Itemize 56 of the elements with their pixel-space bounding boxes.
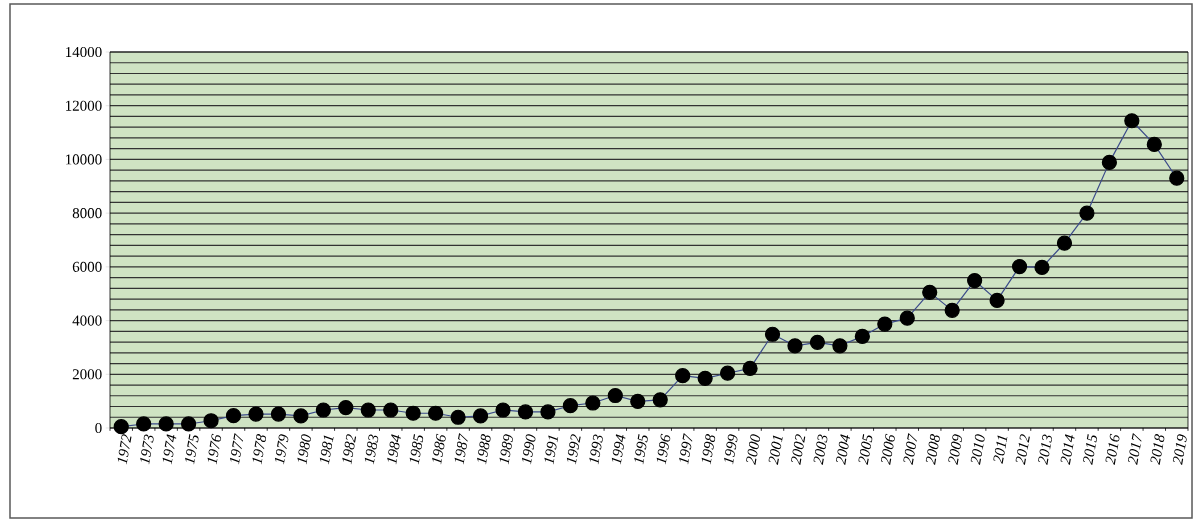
x-tick-label: 1980: [297, 434, 311, 465]
x-tick-label: 2013: [1038, 434, 1052, 465]
x-tick-label: 2002: [791, 434, 806, 465]
x-tick-label: 2014: [1060, 434, 1075, 465]
x-tick-label: 1978: [252, 434, 267, 465]
x-tick-label: 1989: [499, 434, 513, 465]
x-tick-label: 2015: [1083, 434, 1097, 465]
x-tick-label: 2005: [858, 434, 873, 465]
y-tick-label: 14000: [66, 46, 102, 58]
x-tick-label: 1985: [409, 434, 424, 465]
x-tick-label: 1976: [207, 433, 222, 465]
x-tick-label: 2003: [813, 434, 828, 465]
x-tick-label: 2010: [970, 434, 985, 465]
y-tick-label: 12000: [66, 100, 102, 111]
x-tick-label: 2007: [903, 433, 917, 465]
x-tick-label: 2008: [925, 434, 940, 465]
x-tick-label: 1988: [477, 434, 491, 465]
x-tick-label: 1984: [387, 434, 401, 465]
x-tick-label: 1991: [544, 435, 559, 465]
x-tick-label: 2019: [1172, 434, 1187, 465]
x-tick-label: 1981: [319, 435, 334, 465]
x-tick-label: 1974: [162, 434, 177, 465]
x-tick-label: 1998: [701, 434, 716, 465]
x-tick-label: 1986: [432, 433, 446, 465]
x-tick-label: 2012: [1015, 434, 1030, 465]
x-tick-label: 2004: [836, 434, 851, 465]
y-tick-label: 4000: [72, 315, 102, 326]
x-tick-label: 2018: [1150, 434, 1165, 465]
x-tick-label: 2009: [948, 434, 963, 465]
x-tick-label: 2000: [746, 434, 761, 465]
x-tick-label: 1975: [185, 434, 199, 465]
x-tick-label: 2011: [993, 435, 1008, 464]
y-tick-label: 8000: [72, 208, 102, 219]
x-tick-label: 1979: [274, 434, 289, 465]
x-tick-label: 1994: [611, 434, 626, 465]
x-tick-label: 1982: [342, 434, 357, 465]
x-tick-label: 2006: [881, 433, 895, 465]
x-tick-label: 1972: [117, 434, 132, 465]
y-tick-label: 10000: [66, 154, 102, 165]
x-tick-label: 1977: [229, 433, 244, 465]
x-tick-label: 1973: [140, 434, 154, 465]
x-tick-label: 1990: [521, 434, 536, 465]
x-tick-label: 1996: [656, 433, 671, 465]
x-tick-label: 1999: [724, 434, 738, 465]
y-tick-label: 2000: [72, 369, 102, 380]
x-tick-label: 2001: [768, 435, 783, 465]
x-tick-label: 2017: [1128, 433, 1142, 465]
y-tick-label: 6000: [72, 261, 102, 272]
x-tick-label: 1993: [589, 434, 603, 465]
x-tick-label: 1997: [679, 433, 693, 465]
x-tick-label: 1992: [566, 434, 581, 465]
x-tick-label: 1983: [364, 434, 379, 465]
x-tick-label: 1995: [634, 434, 648, 465]
x-tick-label: 1987: [454, 433, 468, 465]
y-tick-label: 0: [95, 422, 102, 434]
x-tick-label: 2016: [1105, 433, 1120, 465]
